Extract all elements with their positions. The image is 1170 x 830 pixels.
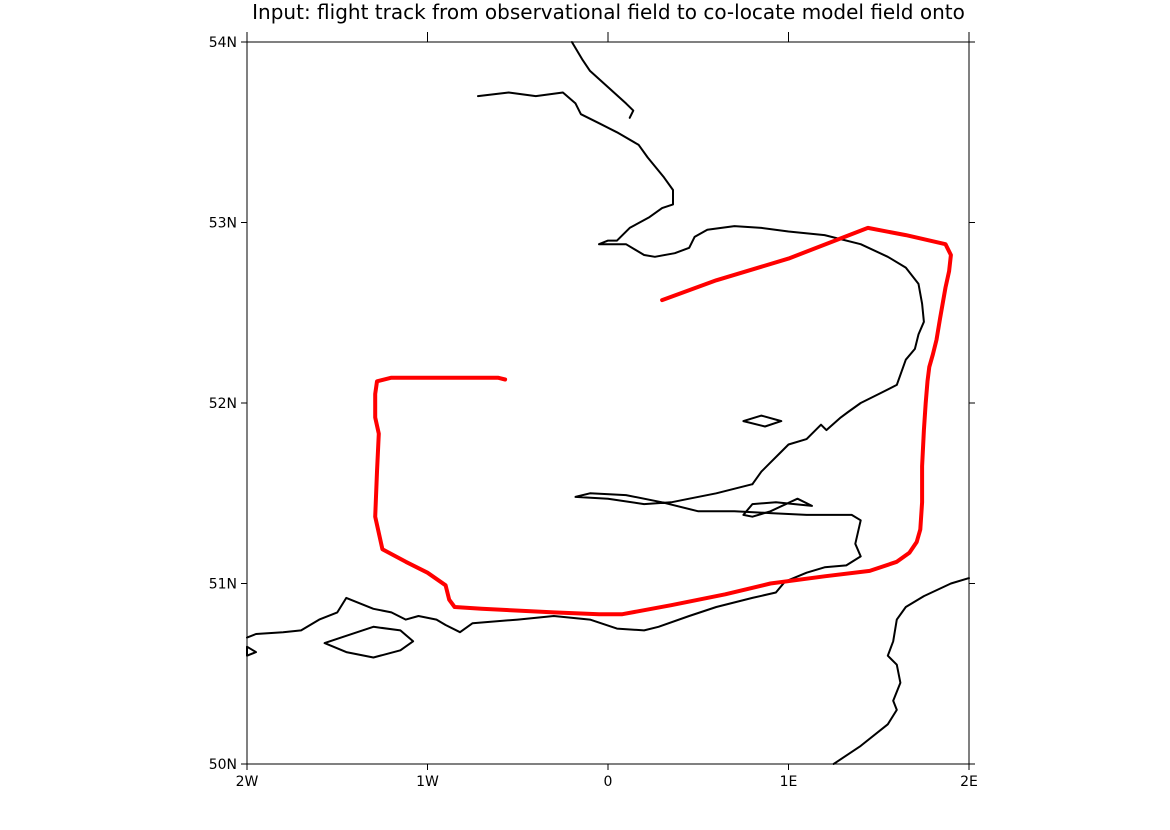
x-tick-label: 1W	[416, 774, 439, 790]
island-coastline	[742, 497, 813, 518]
island-coastline	[323, 625, 415, 659]
x-tick-label: 1E	[780, 774, 798, 790]
coastline	[570, 41, 635, 119]
map-title: Input: flight track from observational f…	[252, 0, 965, 24]
island-coastline	[246, 645, 257, 657]
flight-track	[373, 225, 953, 617]
axis-ticks: 2W 1W 0 1E 2E 54N 53N 52N 51N 50N	[209, 32, 978, 790]
coastline	[246, 483, 862, 639]
coastline-layer	[246, 41, 970, 765]
flight-track-layer	[373, 225, 953, 617]
island-coastline	[742, 414, 783, 428]
france-coastline	[832, 577, 970, 765]
y-tick-label: 53N	[209, 216, 237, 232]
coastline	[477, 91, 925, 486]
x-tick-label: 2W	[236, 774, 259, 790]
y-tick-label: 50N	[209, 757, 237, 773]
y-tick-label: 51N	[209, 577, 237, 593]
y-tick-label: 52N	[209, 396, 237, 412]
y-tick-label: 54N	[209, 35, 237, 51]
x-tick-label: 2E	[960, 774, 978, 790]
x-tick-label: 0	[604, 774, 613, 790]
